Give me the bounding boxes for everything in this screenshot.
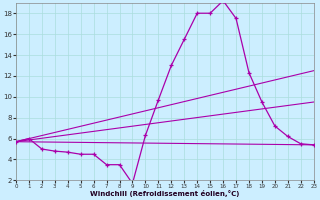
X-axis label: Windchill (Refroidissement éolien,°C): Windchill (Refroidissement éolien,°C) (90, 190, 240, 197)
